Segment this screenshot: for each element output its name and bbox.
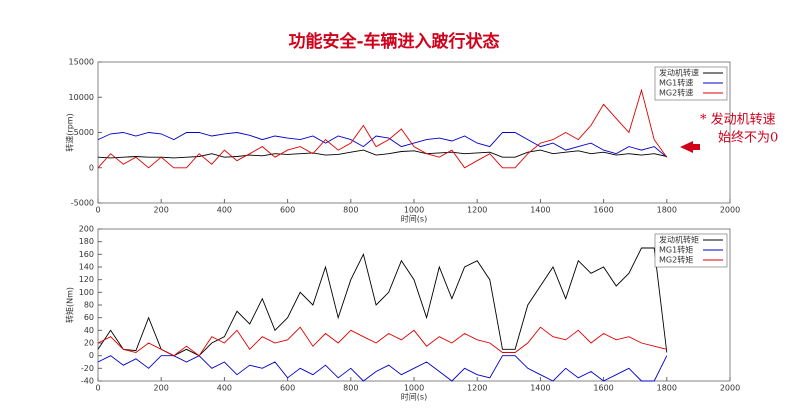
x-tick-label: 200 bbox=[154, 384, 169, 393]
series-line bbox=[97, 355, 668, 382]
y-tick-label: 40 bbox=[84, 326, 94, 335]
y-tick-label: 140 bbox=[79, 263, 94, 272]
legend-label: MG1转速 bbox=[659, 78, 693, 88]
y-axis-label: 转速(rpm) bbox=[65, 113, 75, 151]
x-tick-label: 1600 bbox=[593, 206, 613, 215]
y-tick-label: 100 bbox=[79, 288, 94, 297]
x-tick-label: 1600 bbox=[593, 384, 613, 393]
x-tick-label: 1200 bbox=[467, 384, 487, 393]
x-tick-label: 400 bbox=[217, 206, 232, 215]
x-tick-label: 2000 bbox=[720, 384, 740, 393]
legend-label: MG2转矩 bbox=[659, 255, 693, 265]
x-tick-label: 400 bbox=[217, 384, 232, 393]
y-tick-label: 60 bbox=[84, 313, 94, 322]
series-line bbox=[97, 149, 667, 159]
y-tick-label: 160 bbox=[79, 250, 94, 259]
series-line bbox=[97, 132, 668, 158]
y-tick-label: -40 bbox=[81, 377, 94, 386]
annotation: 始终不为0 bbox=[718, 130, 778, 146]
y-tick-label: -20 bbox=[81, 364, 94, 373]
y-tick-label: 120 bbox=[79, 275, 94, 284]
x-tick-label: 1800 bbox=[657, 384, 677, 393]
series-line bbox=[97, 247, 668, 357]
x-tick-label: 1400 bbox=[530, 206, 550, 215]
x-tick-label: 800 bbox=[343, 206, 358, 215]
y-tick-label: 80 bbox=[84, 301, 94, 310]
x-tick-label: 1000 bbox=[404, 206, 424, 215]
series-line bbox=[97, 326, 667, 357]
x-tick-label: 600 bbox=[280, 206, 295, 215]
plot-frame bbox=[97, 61, 731, 204]
legend-label: 发动机转矩 bbox=[659, 235, 699, 245]
y-tick-label: 0 bbox=[89, 351, 94, 360]
annotation: * 发动机转速 bbox=[700, 112, 776, 128]
y-tick-label: 10000 bbox=[69, 93, 94, 102]
y-tick-label: 20 bbox=[84, 339, 94, 348]
x-tick-label: 200 bbox=[154, 206, 169, 215]
legend-label: 发动机转速 bbox=[659, 68, 699, 78]
legend-label: MG1转矩 bbox=[659, 245, 693, 255]
x-tick-label: 1800 bbox=[657, 206, 677, 215]
x-tick-label: 1400 bbox=[530, 384, 550, 393]
y-tick-label: 5000 bbox=[74, 128, 94, 137]
x-axis-label: 时间(s) bbox=[401, 392, 427, 402]
plot-frame bbox=[97, 228, 731, 382]
y-tick-label: 15000 bbox=[69, 58, 94, 67]
x-tick-label: 2000 bbox=[720, 206, 740, 215]
y-tick-label: 200 bbox=[79, 225, 94, 234]
x-tick-label: 800 bbox=[343, 384, 358, 393]
y-tick-label: 0 bbox=[89, 163, 94, 172]
y-tick-label: 180 bbox=[79, 237, 94, 246]
y-tick-label: -5000 bbox=[71, 199, 94, 208]
y-axis-label: 转矩(Nm) bbox=[65, 287, 75, 323]
annotation-arrow bbox=[680, 141, 700, 153]
x-tick-label: 0 bbox=[95, 384, 100, 393]
page-title: 功能安全-车辆进入跛行状态 bbox=[288, 31, 499, 52]
x-tick-label: 0 bbox=[95, 206, 100, 215]
x-axis-label: 时间(s) bbox=[401, 214, 427, 224]
legend-label: MG2转速 bbox=[659, 88, 693, 98]
x-tick-label: 600 bbox=[280, 384, 295, 393]
series-line bbox=[97, 88, 668, 169]
x-tick-label: 1200 bbox=[467, 206, 487, 215]
x-tick-label: 1000 bbox=[404, 384, 424, 393]
